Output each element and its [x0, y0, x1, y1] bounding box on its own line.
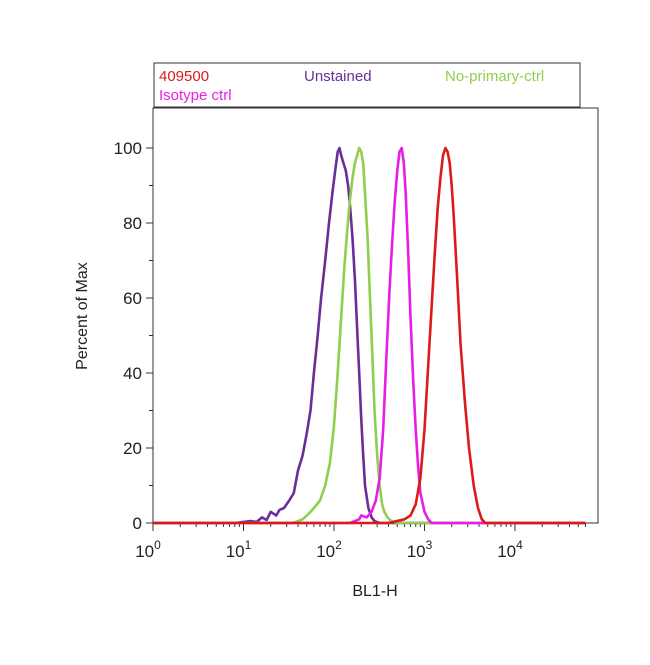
x-tick-label: 103	[407, 538, 433, 561]
x-tick-label: 100	[135, 538, 161, 561]
y-tick-label: 0	[133, 514, 142, 533]
legend-entry-no-primary-ctrl: No-primary-ctrl	[445, 68, 544, 85]
y-axis-title: Percent of Max	[74, 262, 91, 370]
x-axis-title: BL1-H	[352, 583, 397, 600]
y-tick-label: 100	[114, 139, 142, 158]
series-line-unstained	[153, 146, 586, 525]
series-line-409500	[153, 146, 586, 525]
y-tick-label: 80	[123, 214, 142, 233]
x-tick-label: 102	[316, 538, 342, 561]
series-line-isotype-ctrl	[153, 146, 586, 525]
series-line-no-primary-ctrl	[153, 146, 586, 525]
legend-entry-unstained: Unstained	[304, 68, 372, 85]
legend-entry-isotype-ctrl: Isotype ctrl	[159, 87, 232, 104]
y-axis: 0 20 40 60 80 100	[114, 139, 153, 533]
legend-box	[153, 62, 581, 108]
plot-frame	[152, 107, 599, 524]
y-tick-label: 40	[123, 364, 142, 383]
series-layer	[153, 146, 586, 525]
x-axis: 100 101 102 103 104	[135, 523, 586, 561]
x-tick-label: 101	[226, 538, 252, 561]
legend-entry-409500: 409500	[159, 68, 209, 85]
y-tick-label: 60	[123, 289, 142, 308]
x-tick-label: 104	[497, 538, 523, 561]
y-tick-label: 20	[123, 439, 142, 458]
